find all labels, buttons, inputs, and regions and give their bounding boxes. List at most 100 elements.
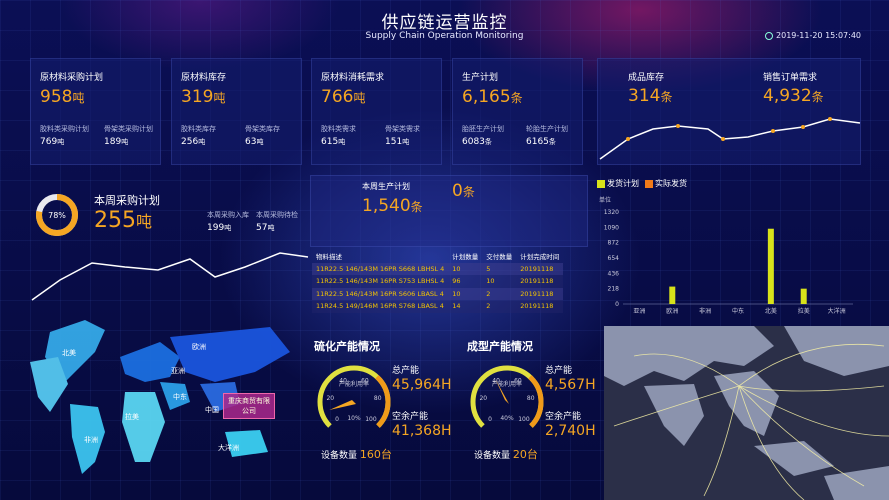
table-cell: 14 bbox=[448, 300, 483, 313]
dial-percent: 40% bbox=[500, 415, 514, 422]
table-cell: 10 bbox=[482, 275, 517, 288]
weekly-wait-value: 57吨 bbox=[256, 223, 275, 233]
clock-icon bbox=[765, 31, 774, 40]
weekly-in-value: 199吨 bbox=[207, 223, 232, 233]
table-row[interactable]: 11R22.5 146/143M 16PR S753 LBHSL 4 96 10 20… bbox=[312, 275, 564, 288]
kpi-label: 生产计划 bbox=[462, 73, 499, 83]
weekly-production-value: 1,540条 bbox=[362, 196, 423, 216]
shipping-legend: 发货计划 实际发货 bbox=[597, 178, 687, 189]
dial-percent: 10% bbox=[347, 415, 361, 422]
map-region-label: 大洋洲 bbox=[218, 444, 239, 452]
spare-capacity-value: 2,740H bbox=[545, 423, 596, 439]
kpi-value: 958吨 bbox=[40, 87, 85, 107]
map-tooltip: 重庆商贸有限公司 bbox=[223, 393, 275, 419]
bar-plan[interactable] bbox=[767, 228, 774, 304]
dial-needle bbox=[329, 400, 356, 411]
weekly-purchase-ring: 78% bbox=[34, 192, 80, 242]
purchase-trend-line bbox=[31, 252, 309, 301]
dial-tick: 60 bbox=[361, 378, 369, 385]
kpi-sub-label: 胎胚生产计划 bbox=[462, 125, 504, 133]
bar-plan[interactable] bbox=[669, 286, 676, 304]
table-cell: 20191118 bbox=[516, 262, 564, 275]
y-tick-label: 654 bbox=[608, 255, 620, 262]
table-cell: 11R22.5 146/143M 16PR S606 LBASL 4 bbox=[312, 287, 449, 300]
kpi-sub-label: 胶料类需求 bbox=[321, 125, 356, 133]
capacity-title: 硫化产能情况 bbox=[314, 340, 380, 353]
dial-tick: 60 bbox=[514, 378, 522, 385]
x-tick-label: 中东 bbox=[732, 307, 744, 315]
map-region-label: 中东 bbox=[173, 393, 187, 401]
table-row[interactable]: 11R22.5 146/143M 16PR S606 LBASL 4 10 2 201… bbox=[312, 287, 564, 300]
capacity-title: 成型产能情况 bbox=[467, 340, 533, 353]
kpi-sub-label: 骨架类需求 bbox=[385, 125, 420, 133]
table-row[interactable]: 11R24.5 149/146M 16PR S768 LBASL 4 14 2 201… bbox=[312, 300, 564, 313]
x-tick-label: 拉美 bbox=[798, 307, 810, 315]
total-capacity-label: 总产能 bbox=[392, 366, 420, 376]
map-region-label: 非洲 bbox=[84, 436, 98, 444]
kpi-sub-label: 胶料类采购计划 bbox=[40, 125, 89, 133]
table-row[interactable]: 11R22.5 146/143M 16PR S668 LBHSL 4 10 5 201… bbox=[312, 262, 564, 275]
map-region-label: 亚洲 bbox=[171, 367, 185, 375]
x-tick-label: 亚洲 bbox=[633, 308, 645, 315]
table-header: 计划完成时间 bbox=[520, 253, 560, 262]
y-tick-label: 872 bbox=[608, 240, 620, 247]
kpi-sub-label: 骨架类库存 bbox=[245, 125, 280, 133]
datetime: 2019-11-20 15:07:40 bbox=[765, 31, 861, 40]
y-tick-label: 0 bbox=[615, 301, 619, 308]
y-tick-label: 436 bbox=[608, 270, 620, 277]
weekly-production-card bbox=[310, 175, 588, 247]
dial-tick: 40 bbox=[492, 378, 500, 385]
weekly-purchase-percent: 78% bbox=[48, 211, 66, 220]
product-stock-value: 314条 bbox=[628, 86, 673, 106]
kpi-sub-value: 151吨 bbox=[385, 137, 410, 147]
kpi-sub-value: 189吨 bbox=[104, 137, 129, 147]
map-region-label: 拉美 bbox=[125, 413, 139, 421]
weekly-production-right-value: 0条 bbox=[452, 181, 475, 201]
chart-unit-label: 单位 bbox=[599, 196, 611, 204]
weekly-production-label: 本周生产计划 bbox=[362, 182, 410, 191]
dial-tick: 0 bbox=[335, 416, 339, 423]
table-cell: 2 bbox=[482, 287, 517, 300]
y-tick-label: 1090 bbox=[604, 224, 619, 231]
kpi-label: 原材料采购计划 bbox=[40, 73, 104, 83]
shipping-bar-chart: 单位 1320 1090 872 654 436 218 0 亚洲 欧洲 非洲 中东 北美 拉美 大洋洲 bbox=[599, 196, 853, 315]
route-map bbox=[604, 326, 889, 500]
kpi-sub-value: 6165条 bbox=[526, 137, 556, 147]
dial-tick: 100 bbox=[518, 416, 530, 423]
table-cell: 96 bbox=[448, 275, 483, 288]
table-cell: 5 bbox=[482, 262, 517, 275]
stock-trend-line bbox=[599, 117, 861, 160]
device-count: 设备数量 160台 bbox=[321, 448, 392, 461]
x-tick-label: 欧洲 bbox=[666, 307, 678, 315]
kpi-label: 原材料消耗需求 bbox=[321, 73, 385, 83]
kpi-sub-value: 615吨 bbox=[321, 137, 346, 147]
map-region-label: 中国 bbox=[205, 406, 219, 414]
weekly-in-label: 本周采购入库 bbox=[207, 211, 249, 219]
y-tick-label: 1320 bbox=[604, 209, 619, 216]
kpi-sub-value: 63吨 bbox=[245, 137, 264, 147]
product-stock-label: 成品库存 bbox=[628, 73, 665, 83]
kpi-card: 生产计划 6,165条 胎胚生产计划 6083条 轮胎生产计划 6165条 bbox=[452, 58, 583, 165]
dial-tick: 80 bbox=[527, 395, 535, 402]
dial-label: 产能利用率 bbox=[492, 380, 522, 388]
table-cell: 20191118 bbox=[516, 300, 564, 313]
table-cell: 20191118 bbox=[516, 287, 564, 300]
page-subtitle: Supply Chain Operation Monitoring bbox=[365, 31, 524, 41]
kpi-sub-value: 6083条 bbox=[462, 137, 492, 147]
kpi-label: 原材料库存 bbox=[181, 73, 227, 83]
kpi-value: 766吨 bbox=[321, 87, 366, 107]
table-cell: 11R22.5 146/143M 16PR S668 LBHSL 4 bbox=[312, 262, 449, 275]
dial-tick: 20 bbox=[479, 395, 487, 402]
materials-table: 物料描述 计划数量 交付数量 计划完成时间 11R22.5 146/143M 16PR… bbox=[312, 250, 564, 313]
sales-order-label: 销售订单需求 bbox=[763, 73, 818, 83]
kpi-sub-label: 轮胎生产计划 bbox=[526, 125, 568, 133]
spare-capacity-value: 41,368H bbox=[392, 423, 452, 439]
sales-order-value: 4,932条 bbox=[763, 86, 824, 106]
table-cell: 11R22.5 146/143M 16PR S753 LBHSL 4 bbox=[312, 275, 449, 288]
bar-plan[interactable] bbox=[800, 288, 807, 304]
weekly-purchase-value: 255吨 bbox=[94, 208, 153, 233]
table-cell: 20191118 bbox=[516, 275, 564, 288]
table-cell: 10 bbox=[448, 262, 483, 275]
map-region-label: 北美 bbox=[62, 349, 76, 357]
table-cell: 2 bbox=[482, 300, 517, 313]
